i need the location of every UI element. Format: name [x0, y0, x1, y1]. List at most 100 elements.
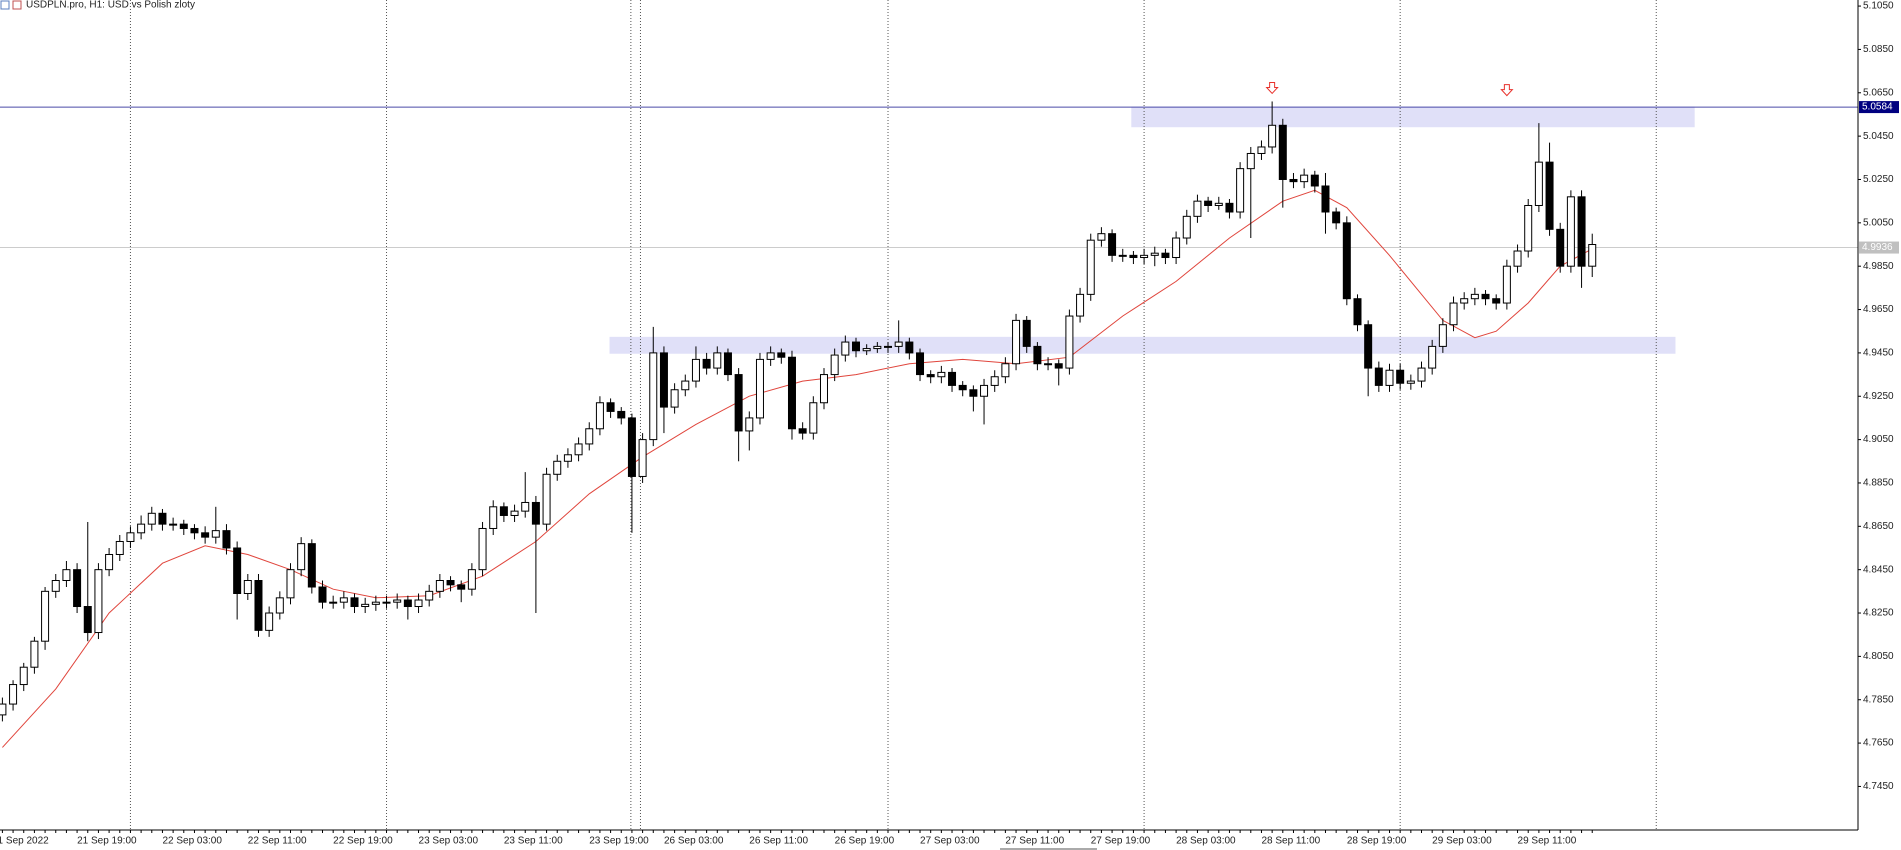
- candle-body: [169, 523, 178, 526]
- candle-body: [1108, 233, 1117, 256]
- candle-body: [1001, 363, 1010, 378]
- candle-body: [297, 543, 306, 571]
- candle-body: [595, 402, 604, 430]
- candle-body: [1033, 345, 1042, 365]
- candle-body: [350, 597, 359, 608]
- y-tick-label: 4.7450: [1863, 781, 1894, 792]
- candle-body: [414, 599, 423, 608]
- x-tick-label: 27 Sep 03:00: [920, 836, 980, 847]
- candle-body: [649, 352, 658, 441]
- candle-body: [1449, 302, 1458, 326]
- candle-body: [265, 612, 274, 631]
- y-tick-label: 5.0850: [1863, 44, 1894, 55]
- y-tick-label: 4.9650: [1863, 304, 1894, 315]
- candle-body: [755, 358, 764, 419]
- candle-body: [1332, 211, 1341, 224]
- candle-body: [62, 569, 71, 582]
- candle-body: [809, 402, 818, 434]
- candle-body: [1012, 319, 1021, 365]
- candle-body: [286, 569, 295, 599]
- candle-body: [691, 358, 700, 382]
- candle-body: [862, 348, 871, 352]
- candle-body: [83, 606, 92, 634]
- y-tick-label: 5.0050: [1863, 217, 1894, 228]
- x-tick-label: 21 Sep 19:00: [77, 836, 137, 847]
- chart-icon[interactable]: [12, 0, 22, 10]
- candle-body: [51, 580, 60, 592]
- candle-body: [1481, 293, 1490, 300]
- candle-body: [435, 580, 444, 592]
- candle-body: [638, 439, 647, 477]
- y-tick-label: 5.0450: [1863, 131, 1894, 142]
- candle-body: [734, 374, 743, 432]
- candle-body: [318, 586, 327, 603]
- candle-body: [1193, 200, 1202, 217]
- x-tick-label: 22 Sep 03:00: [162, 836, 222, 847]
- x-tick-label: 27 Sep 19:00: [1091, 836, 1151, 847]
- candle-body: [1204, 200, 1213, 206]
- highlight-zone: [1131, 106, 1695, 128]
- candle-body: [1150, 252, 1159, 256]
- candle-body: [1236, 168, 1245, 213]
- signal-arrow: [1500, 84, 1514, 97]
- candle-body: [1502, 265, 1511, 304]
- candle-body: [617, 410, 626, 419]
- y-tick-label: 4.8850: [1863, 478, 1894, 489]
- candle-body: [745, 417, 754, 432]
- y-tick-label: 4.8450: [1863, 564, 1894, 575]
- moving-average: [2, 189, 1593, 748]
- x-tick-label: 28 Sep 19:00: [1347, 836, 1407, 847]
- candle-body: [830, 354, 839, 376]
- candle-body: [115, 540, 124, 555]
- candle-body: [1374, 367, 1383, 386]
- candle-body: [9, 684, 18, 705]
- candle-body: [713, 352, 722, 369]
- menu-icon[interactable]: [0, 0, 10, 10]
- candle-body: [1118, 254, 1127, 257]
- candle-body: [958, 384, 967, 391]
- candle-body: [1214, 202, 1223, 206]
- candle-body: [425, 590, 434, 601]
- candle-body: [30, 640, 39, 668]
- candle-body: [1129, 254, 1138, 259]
- candle-body: [1182, 215, 1191, 239]
- candle-body: [105, 553, 114, 571]
- y-tick-label: 4.9050: [1863, 434, 1894, 445]
- candle-body: [1438, 324, 1447, 347]
- candle-body: [1278, 124, 1287, 180]
- candle-body: [969, 389, 978, 397]
- candle-body: [926, 374, 935, 378]
- x-tick-label: 23 Sep 11:00: [504, 836, 563, 847]
- price-level-label: 4.9936: [1862, 242, 1893, 253]
- candle-body: [1257, 146, 1266, 154]
- candle-body: [1577, 196, 1586, 267]
- y-tick-label: 4.7650: [1863, 738, 1894, 749]
- candle-body: [1246, 152, 1255, 170]
- candle-body: [1086, 239, 1095, 295]
- candle-body: [1556, 228, 1565, 267]
- x-tick-label: 28 Sep 03:00: [1176, 836, 1236, 847]
- price-level-label: 5.0584: [1862, 102, 1893, 113]
- price-level-box: [1859, 241, 1899, 254]
- x-tick-label: 28 Sep 11:00: [1261, 836, 1320, 847]
- x-tick-label: 29 Sep 11:00: [1518, 836, 1577, 847]
- candle-body: [1076, 293, 1085, 317]
- candle-body: [1054, 363, 1063, 369]
- x-tick-label: 26 Sep 19:00: [835, 836, 895, 847]
- candle-body: [201, 532, 210, 538]
- candle-body: [659, 352, 668, 408]
- candle-body: [158, 512, 167, 525]
- candle-body: [1364, 324, 1373, 369]
- candle-body: [382, 601, 391, 604]
- candle-body: [937, 371, 946, 378]
- candle-body: [73, 569, 82, 608]
- candle-body: [446, 580, 455, 586]
- candle-body: [852, 341, 860, 352]
- candle-body: [798, 428, 807, 434]
- x-tick-label: 27 Sep 11:00: [1005, 836, 1064, 847]
- x-tick-label: 22 Sep 11:00: [248, 836, 307, 847]
- candle-body: [1534, 161, 1543, 206]
